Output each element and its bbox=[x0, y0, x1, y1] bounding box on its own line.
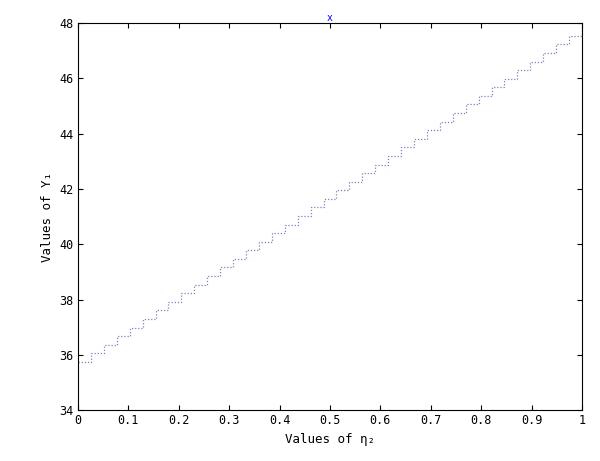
Text: x: x bbox=[327, 13, 333, 23]
Y-axis label: Values of Y₁: Values of Y₁ bbox=[41, 171, 54, 262]
X-axis label: Values of η₂: Values of η₂ bbox=[285, 433, 375, 446]
